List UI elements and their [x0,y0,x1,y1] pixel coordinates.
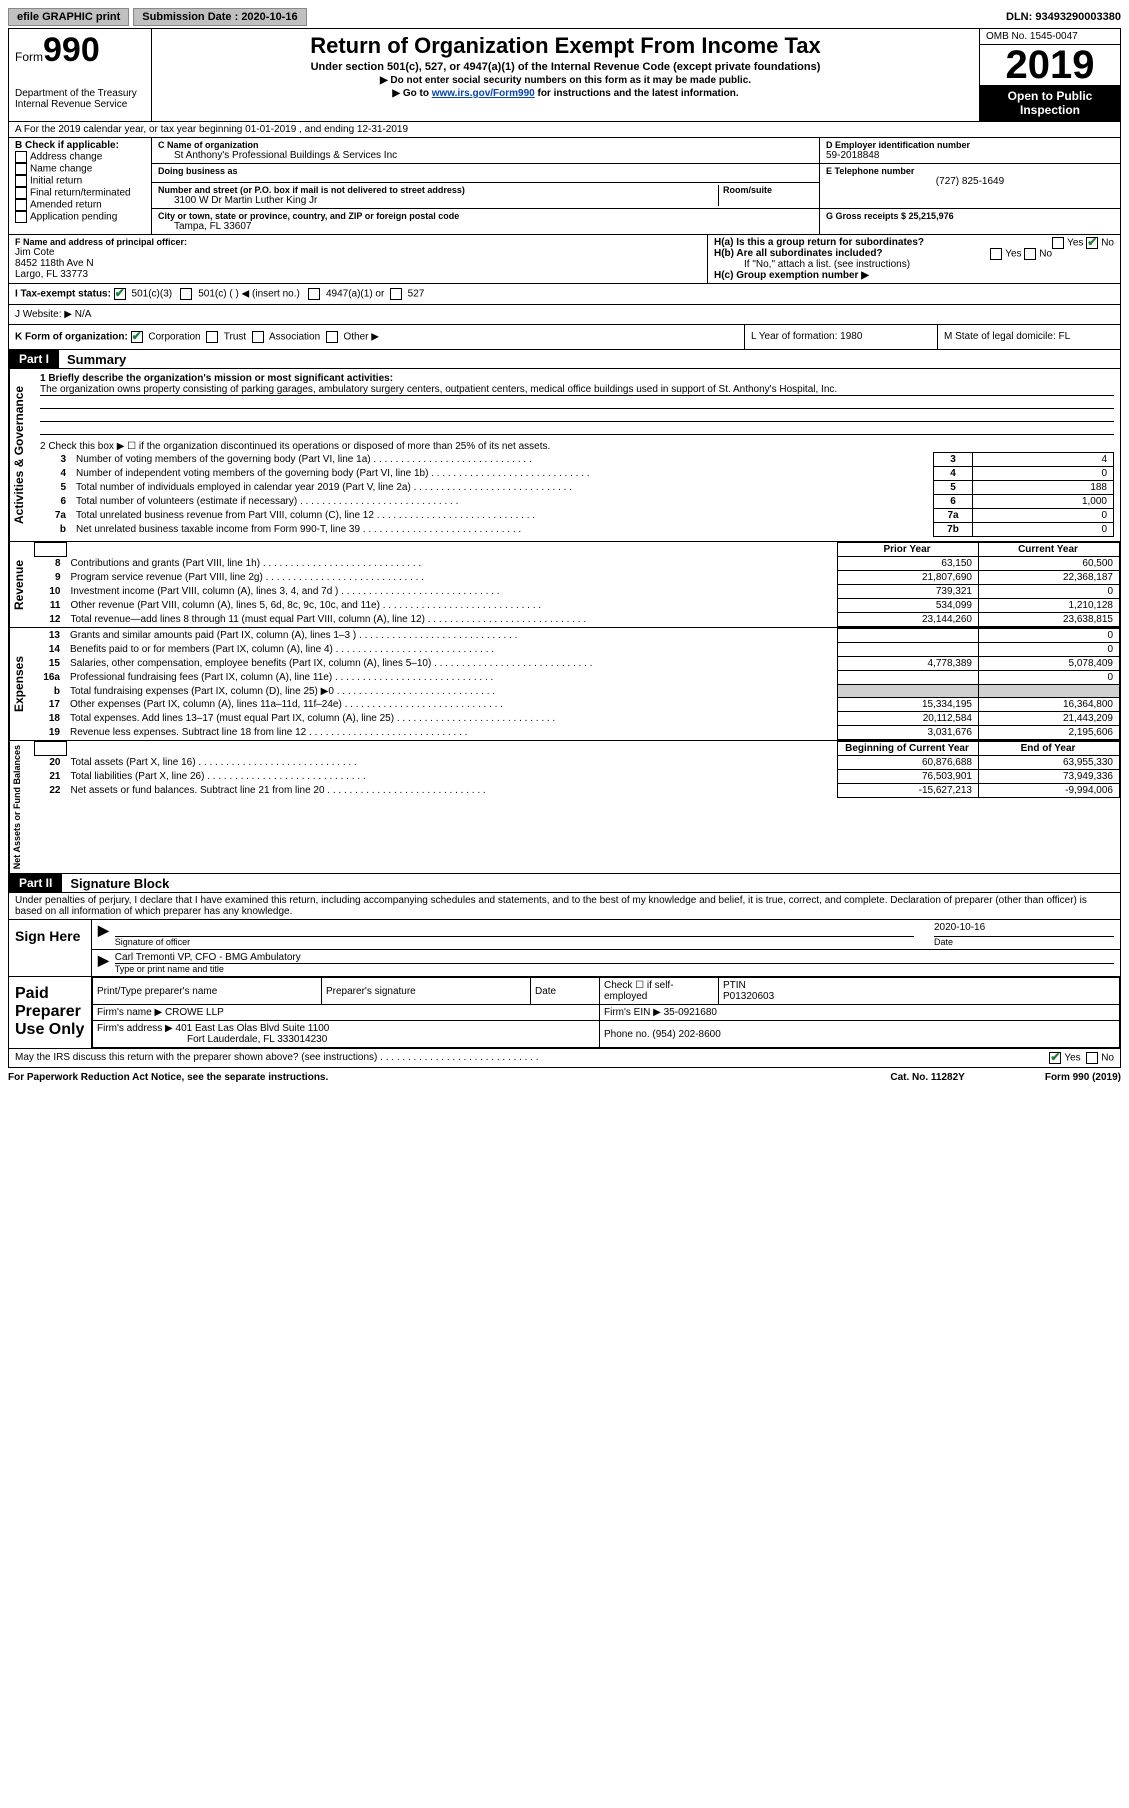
ein: 59-2018848 [826,150,1114,161]
line-a: A For the 2019 calendar year, or tax yea… [9,122,1120,138]
website-row: J Website: ▶ N/A [9,304,1120,324]
form-subtitle: Under section 501(c), 527, or 4947(a)(1)… [160,61,971,73]
form-990-label: Form990 [15,31,145,70]
year-formation: L Year of formation: 1980 [744,325,937,349]
submission-date: Submission Date : 2020-10-16 [133,8,306,26]
dln: DLN: 93493290003380 [1006,11,1121,23]
page-footer: For Paperwork Reduction Act Notice, see … [8,1072,1121,1083]
org-name: St Anthony's Professional Buildings & Se… [158,150,813,161]
topbar: efile GRAPHIC print Submission Date : 20… [8,8,1121,26]
revenue-section: Revenue Prior YearCurrent Year 8Contribu… [8,542,1121,628]
note-ssn: ▶ Do not enter social security numbers o… [160,75,971,86]
form-header: Form990 Department of the Treasury Inter… [8,28,1121,122]
col-b: B Check if applicable: Address change Na… [9,138,152,234]
state-domicile: M State of legal domicile: FL [937,325,1120,349]
entity-grid: A For the 2019 calendar year, or tax yea… [8,122,1121,350]
sign-date: 2020-10-16 [934,922,1114,937]
sign-here-block: Sign Here ▶ Signature of officer 2020-10… [8,920,1121,977]
part2-header: Part II Signature Block [8,874,1121,893]
note-link: ▶ Go to www.irs.gov/Form990 for instruct… [160,88,971,99]
officer-print: Carl Tremonti VP, CFO - BMG Ambulatory [115,952,1114,964]
mission-text: The organization owns property consistin… [40,384,1114,396]
tax-year: 2019 [980,45,1120,85]
open-inspection: Open to Public Inspection [980,85,1120,121]
officer-name: Jim Cote [15,247,701,258]
penalty-text: Under penalties of perjury, I declare th… [8,893,1121,920]
org-address: 3100 W Dr Martin Luther King Jr [158,195,718,206]
netassets-section: Net Assets or Fund Balances Beginning of… [8,741,1121,874]
firm-ein: 35-0921680 [664,1007,717,1018]
org-city: Tampa, FL 33607 [158,221,813,232]
discuss-row: May the IRS discuss this return with the… [8,1049,1121,1068]
preparer-phone: (954) 202-8600 [652,1029,720,1040]
activities-governance: Activities & Governance 1 Briefly descri… [8,369,1121,542]
efile-btn[interactable]: efile GRAPHIC print [8,8,129,26]
paid-preparer-block: Paid Preparer Use Only Print/Type prepar… [8,977,1121,1049]
dept-label: Department of the Treasury Internal Reve… [15,88,145,110]
form-title: Return of Organization Exempt From Incom… [160,33,971,59]
irs-link[interactable]: www.irs.gov/Form990 [432,88,535,99]
part1-header: Part I Summary [8,350,1121,369]
phone: (727) 825-1649 [826,176,1114,187]
ptin: P01320603 [723,991,774,1002]
expenses-section: Expenses 13Grants and similar amounts pa… [8,628,1121,741]
firm-name: CROWE LLP [165,1007,224,1018]
gross-receipts: G Gross receipts $ 25,215,976 [826,211,954,221]
